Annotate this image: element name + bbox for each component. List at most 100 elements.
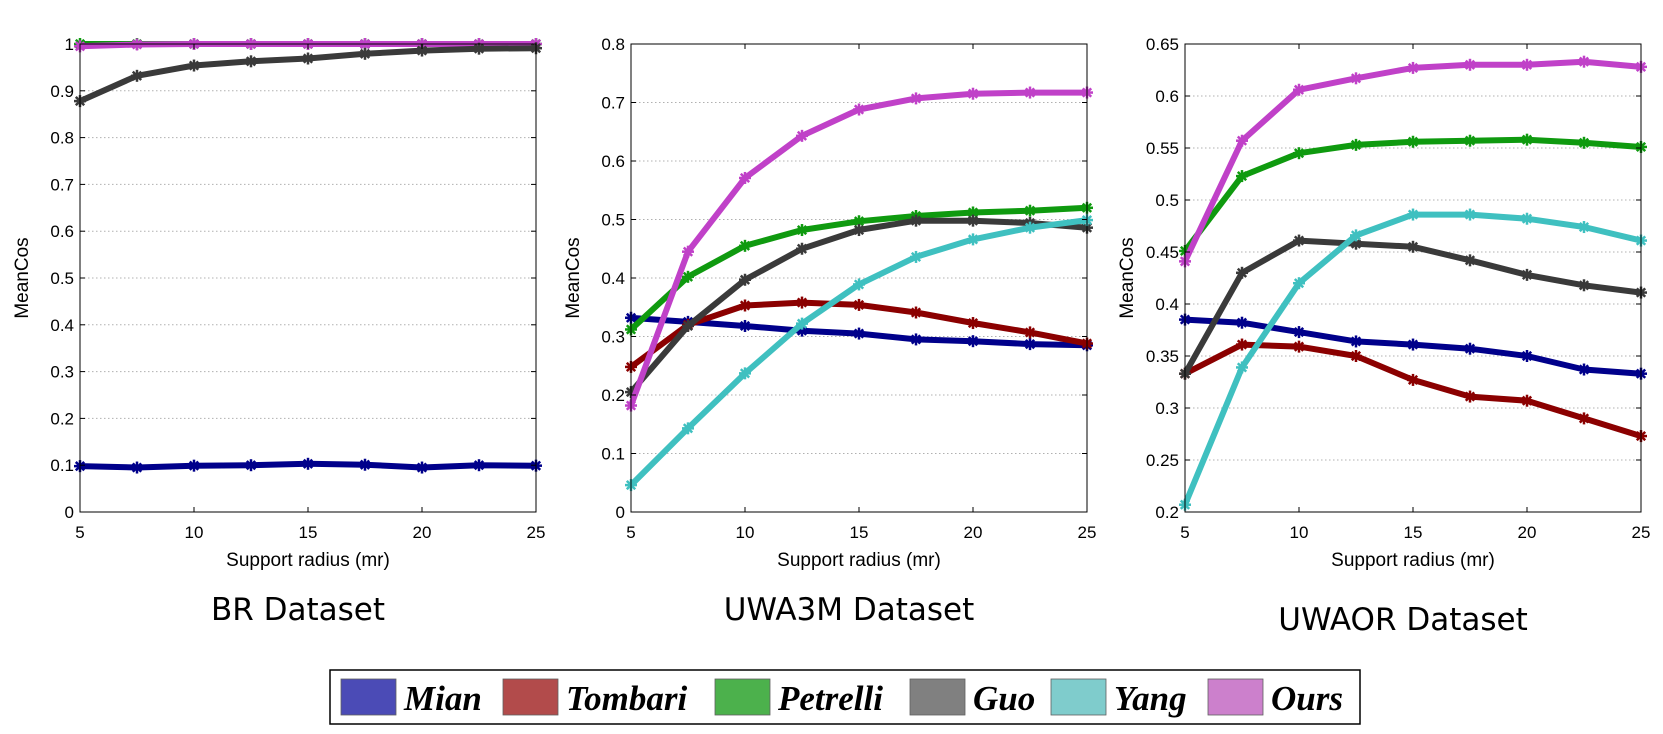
data-point-ours [967,87,979,100]
legend-entry-guo: Guo [909,678,1035,718]
y-tick-label: 0.4 [1155,295,1179,314]
data-point-guo [1293,234,1305,247]
legend-label: Petrelli [777,679,883,718]
data-point-mian [1236,316,1248,329]
data-point-mian [1024,338,1036,351]
chart-title: BR Dataset [211,592,385,628]
x-tick-label: 20 [964,523,983,542]
data-point-ours [1521,58,1533,71]
data-point-tombari [1521,394,1533,407]
data-point-yang [1024,221,1036,234]
legend-frame [329,669,1361,725]
data-point-petrelli [1024,204,1036,217]
data-point-mian [473,459,485,472]
data-point-yang [1464,208,1476,221]
y-tick-label: 0.8 [50,129,74,148]
data-point-ours [1350,72,1362,85]
data-point-mian [1578,363,1590,376]
data-point-tombari [910,306,922,319]
data-point-ours [1407,61,1419,74]
data-point-ours [853,103,865,116]
data-point-guo [796,242,808,255]
y-tick-label: 0.25 [1146,451,1179,470]
data-point-ours [1293,83,1305,96]
data-point-yang [739,367,751,380]
x-axis-label: Support radius (mr) [1331,550,1495,571]
data-point-yang [682,422,694,435]
data-point-tombari [1350,350,1362,362]
data-point-yang [1293,277,1305,290]
data-point-guo [1464,254,1476,267]
axes-frame [1184,43,1642,513]
x-tick-label: 25 [1632,523,1651,542]
series-line-ours [1182,58,1644,265]
y-tick-label: 0.65 [1146,35,1179,54]
y-tick-label: 0.4 [50,316,74,335]
data-point-mian [1293,326,1305,339]
chart-panel-br-dataset: 00.10.20.30.40.50.60.70.80.915 10 15 20 25Su… [12,35,545,628]
y-tick-label: 0.1 [601,445,625,464]
data-point-guo [188,59,200,72]
x-tick-label: 25 [1078,523,1097,542]
data-point-yang [1236,361,1248,374]
data-point-mian [1350,335,1362,348]
data-point-guo [910,214,922,227]
x-tick-label: 5 [1180,523,1189,542]
legend-entry-tombari: Tombari [502,678,688,718]
x-tick-label: 10 [1290,523,1309,542]
data-point-mian [416,461,428,474]
y-tick-label: 0.7 [50,175,74,194]
data-point-ours [1024,86,1036,99]
data-point-tombari [1464,390,1476,403]
data-point-guo [1521,268,1533,281]
data-point-tombari [796,296,808,309]
data-point-yang [1350,229,1362,242]
x-tick-label: 15 [1404,523,1423,542]
data-point-yang [1521,212,1533,225]
series-line-yang [628,217,1090,489]
y-tick-label: 0.6 [50,222,74,241]
y-tick-label: 0.3 [601,328,625,347]
legend: Mian Tombari Petrelli Guo Yang Ours [329,669,1361,725]
data-point-guo [245,55,257,68]
y-axis-label: MeanCos [1117,237,1138,318]
y-axis-label: MeanCos [563,237,584,318]
data-point-yang [1407,208,1419,221]
data-point-ours [1578,55,1590,68]
series-line-ours [628,89,1090,409]
data-point-petrelli [796,224,808,237]
y-tick-label: 0.2 [50,409,74,428]
data-point-ours [1236,134,1248,147]
data-point-ours [739,171,751,184]
data-point-petrelli [1407,135,1419,148]
data-point-guo [302,52,314,65]
data-point-mian [910,333,922,346]
x-axis-label: Support radius (mr) [777,550,941,571]
chart-title: UWA3M Dataset [724,592,975,628]
y-tick-label: 0.9 [50,82,74,101]
y-tick-label: 0.3 [1155,399,1179,418]
data-point-petrelli [739,239,751,252]
y-tick-label: 0 [65,503,74,522]
data-point-guo [682,319,694,332]
data-point-tombari [967,317,979,330]
data-point-mian [967,335,979,348]
data-point-tombari [1578,412,1590,425]
y-tick-label: 0.1 [50,456,74,475]
data-point-mian [131,461,143,474]
data-point-mian [302,457,314,470]
x-tick-label: 25 [527,523,546,542]
legend-label: Tombari [566,679,688,718]
data-point-ours [910,92,922,105]
series-line-petrelli [1182,136,1644,254]
data-point-mian [1407,338,1419,351]
y-tick-label: 0.6 [601,152,625,171]
data-point-guo [131,69,143,82]
legend-entry-petrelli: Petrelli [714,678,883,718]
y-tick-label: 0.2 [601,386,625,405]
data-point-guo [1236,266,1248,279]
series-line-yang [1182,211,1644,508]
legend-entry-ours: Ours [1207,678,1343,718]
data-point-petrelli [1293,147,1305,160]
data-point-guo [416,44,428,57]
